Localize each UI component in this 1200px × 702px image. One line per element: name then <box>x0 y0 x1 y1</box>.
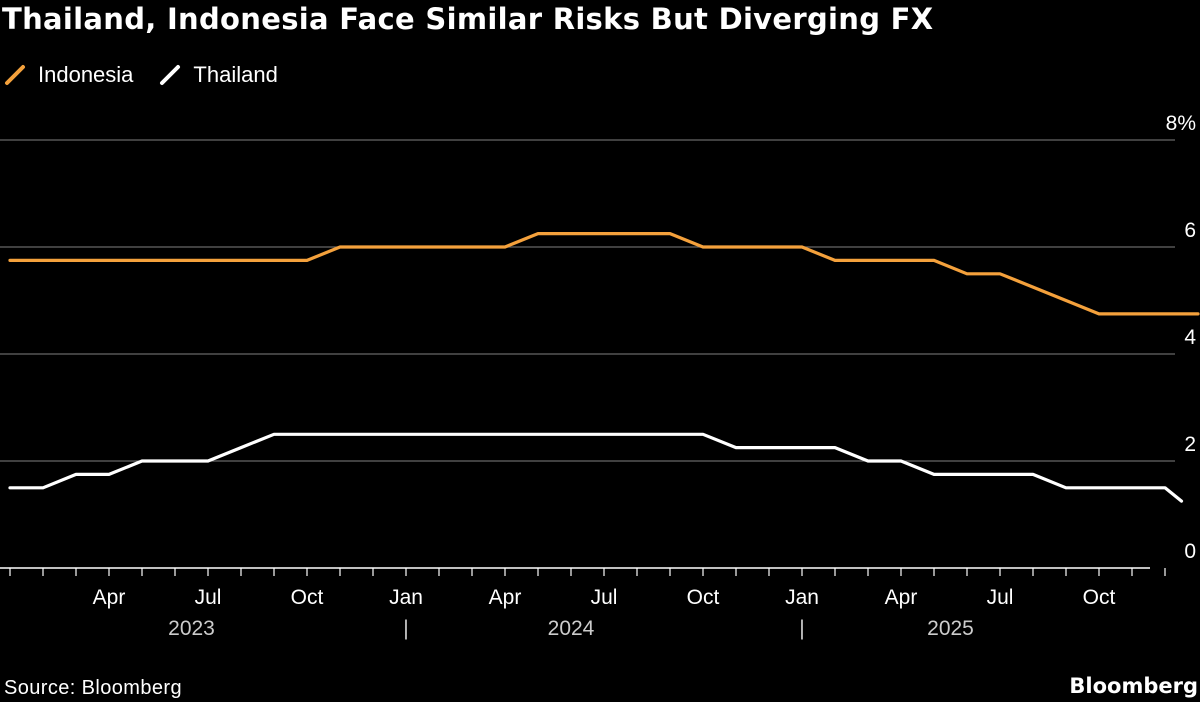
chart-title: Thailand, Indonesia Face Similar Risks B… <box>2 2 934 36</box>
legend-label-indonesia: Indonesia <box>38 62 134 87</box>
y-tick-label: 6 <box>1184 219 1196 242</box>
x-tick-label-oct: Oct <box>687 586 720 609</box>
y-tick-label: 2 <box>1184 433 1196 456</box>
x-tick-label-jul: Jul <box>591 586 618 609</box>
year-label-2024: 2024 <box>548 617 595 640</box>
legend-swatch-indonesia <box>5 65 25 85</box>
legend-swatch-thailand <box>160 65 181 85</box>
x-tick-label-jul: Jul <box>195 586 222 609</box>
legend-item-indonesia[interactable]: Indonesia <box>4 62 133 88</box>
legend: Indonesia Thailand <box>4 62 304 88</box>
year-separator: | <box>799 617 804 640</box>
x-tick-label-oct: Oct <box>1083 586 1116 609</box>
x-tick-label-jan: Jan <box>389 586 423 609</box>
legend-item-thailand[interactable]: Thailand <box>159 62 278 88</box>
x-tick-label-apr: Apr <box>93 586 126 609</box>
x-tick-label-apr: Apr <box>489 586 522 609</box>
y-tick-label: 8% <box>1166 112 1196 135</box>
x-tick-label-oct: Oct <box>291 586 324 609</box>
year-label-2025: 2025 <box>927 617 974 640</box>
bloomberg-logo: Bloomberg <box>1069 674 1198 698</box>
y-tick-label: 0 <box>1184 540 1196 563</box>
x-tick-label-jul: Jul <box>987 586 1014 609</box>
x-tick-label-apr: Apr <box>885 586 918 609</box>
x-tick-label-jan: Jan <box>785 586 819 609</box>
series-line-thailand <box>8 432 1184 503</box>
year-label-2023: 2023 <box>168 617 215 640</box>
legend-label-thailand: Thailand <box>193 62 278 87</box>
source-note: Source: Bloomberg <box>4 677 183 699</box>
series-line-indonesia <box>8 232 1200 316</box>
y-tick-label: 4 <box>1184 326 1196 349</box>
year-separator: | <box>403 617 408 640</box>
